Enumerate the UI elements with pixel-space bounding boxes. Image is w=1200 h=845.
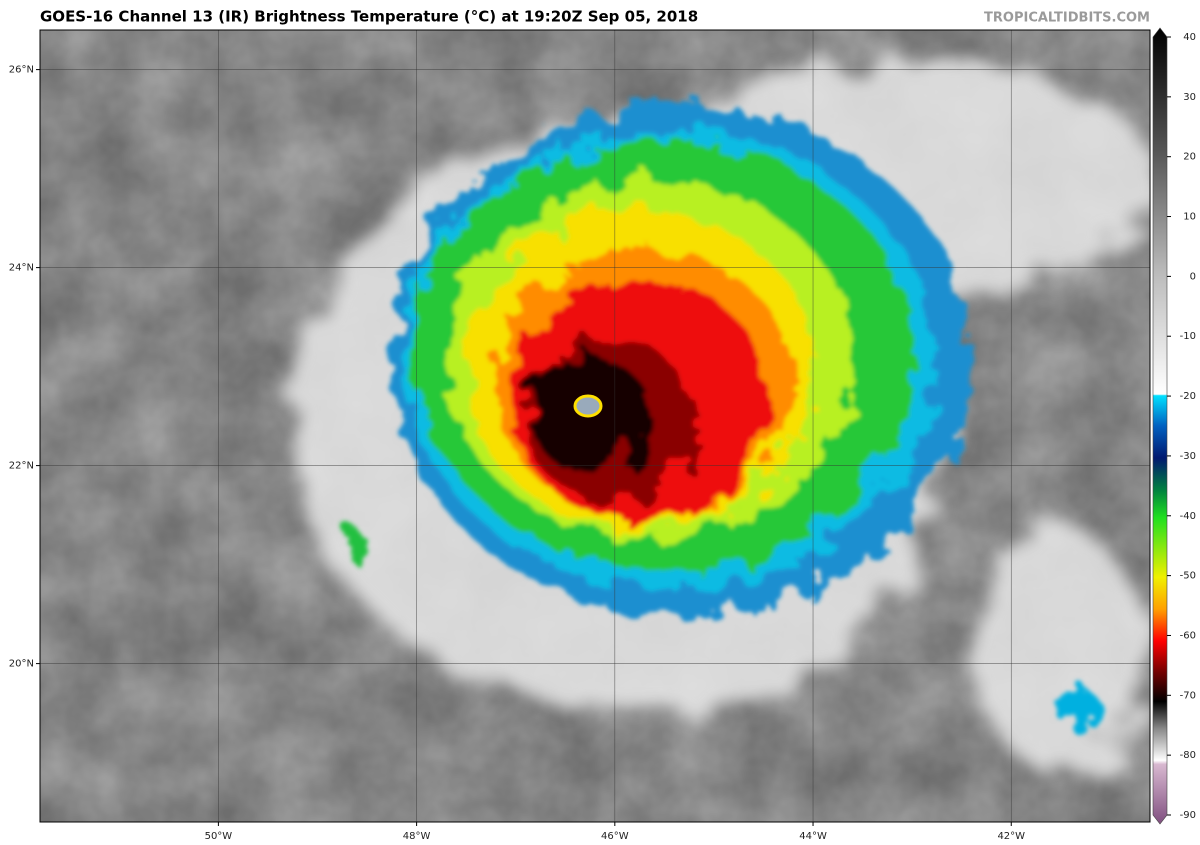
eye [573, 394, 603, 418]
lat-label: 24°N [9, 263, 34, 274]
labels: 50°W 48°W 46°W 44°W 42°W 26°N 24°N 22°N 20°N 40 30… [9, 32, 1196, 842]
colorbar [1152, 27, 1168, 825]
colorbar-label: -40 [1180, 511, 1196, 522]
lon-label: 42°W [997, 831, 1025, 842]
colorbar-label: -30 [1180, 451, 1196, 462]
colorbar-label: -10 [1180, 331, 1196, 342]
colorbar-label: -80 [1180, 750, 1196, 761]
colorbar-label: 30 [1183, 92, 1196, 103]
lon-label: 48°W [403, 831, 431, 842]
lon-label: 50°W [205, 831, 233, 842]
lat-label: 22°N [9, 461, 34, 472]
colorbar-label: -90 [1180, 810, 1196, 821]
lon-label: 44°W [799, 831, 827, 842]
colorbar-label: 40 [1183, 32, 1196, 43]
lat-label: 20°N [9, 659, 34, 670]
lat-label: 26°N [9, 65, 34, 76]
map-frame [39, 29, 1151, 823]
title: GOES-16 Channel 13 (IR) Brightness Tempe… [40, 8, 698, 26]
credit: TROPICALTIDBITS.COM [984, 11, 1150, 26]
colorbar-label: 10 [1183, 212, 1196, 223]
colorbar-label: 0 [1190, 271, 1196, 282]
colorbar-label: 20 [1183, 152, 1196, 163]
colorbar-label: -20 [1180, 391, 1196, 402]
graticule [40, 30, 1150, 822]
lon-label: 46°W [601, 831, 629, 842]
colorbar-label: -60 [1180, 630, 1196, 641]
colorbar-label: -50 [1180, 571, 1196, 582]
colorbar-label: -70 [1180, 690, 1196, 701]
satellite-image [40, 30, 1150, 822]
